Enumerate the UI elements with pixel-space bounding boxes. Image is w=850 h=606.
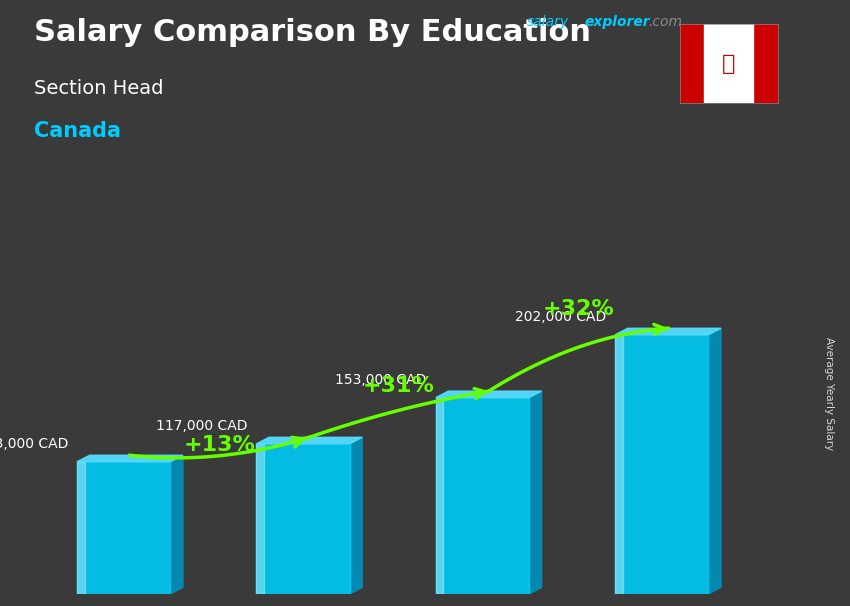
Bar <box>257 444 349 594</box>
Bar <box>77 462 170 594</box>
Bar <box>753 24 778 103</box>
Bar <box>705 24 753 103</box>
Text: +31%: +31% <box>363 376 435 396</box>
Polygon shape <box>170 455 183 594</box>
Polygon shape <box>708 328 721 594</box>
Polygon shape <box>77 455 183 462</box>
Bar <box>257 444 264 594</box>
Text: 202,000 CAD: 202,000 CAD <box>515 310 606 324</box>
Text: Canada: Canada <box>34 121 121 141</box>
Text: 103,000 CAD: 103,000 CAD <box>0 438 68 451</box>
Text: salary: salary <box>527 15 570 29</box>
Text: 153,000 CAD: 153,000 CAD <box>336 373 427 387</box>
Polygon shape <box>436 391 541 398</box>
Text: 🍁: 🍁 <box>722 53 735 74</box>
Polygon shape <box>529 391 541 594</box>
Bar <box>615 335 623 594</box>
Bar <box>680 24 705 103</box>
Bar <box>615 335 708 594</box>
Polygon shape <box>615 328 721 335</box>
Text: 117,000 CAD: 117,000 CAD <box>156 419 247 433</box>
Text: explorer: explorer <box>585 15 650 29</box>
Bar <box>436 398 443 594</box>
Bar <box>77 462 84 594</box>
Polygon shape <box>349 438 362 594</box>
Bar <box>436 398 529 594</box>
Text: Average Yearly Salary: Average Yearly Salary <box>824 338 834 450</box>
Text: Salary Comparison By Education: Salary Comparison By Education <box>34 18 591 47</box>
Polygon shape <box>257 438 362 444</box>
Text: Section Head: Section Head <box>34 79 163 98</box>
Text: +32%: +32% <box>542 299 615 319</box>
Text: .com: .com <box>648 15 682 29</box>
Text: +13%: +13% <box>184 435 256 454</box>
